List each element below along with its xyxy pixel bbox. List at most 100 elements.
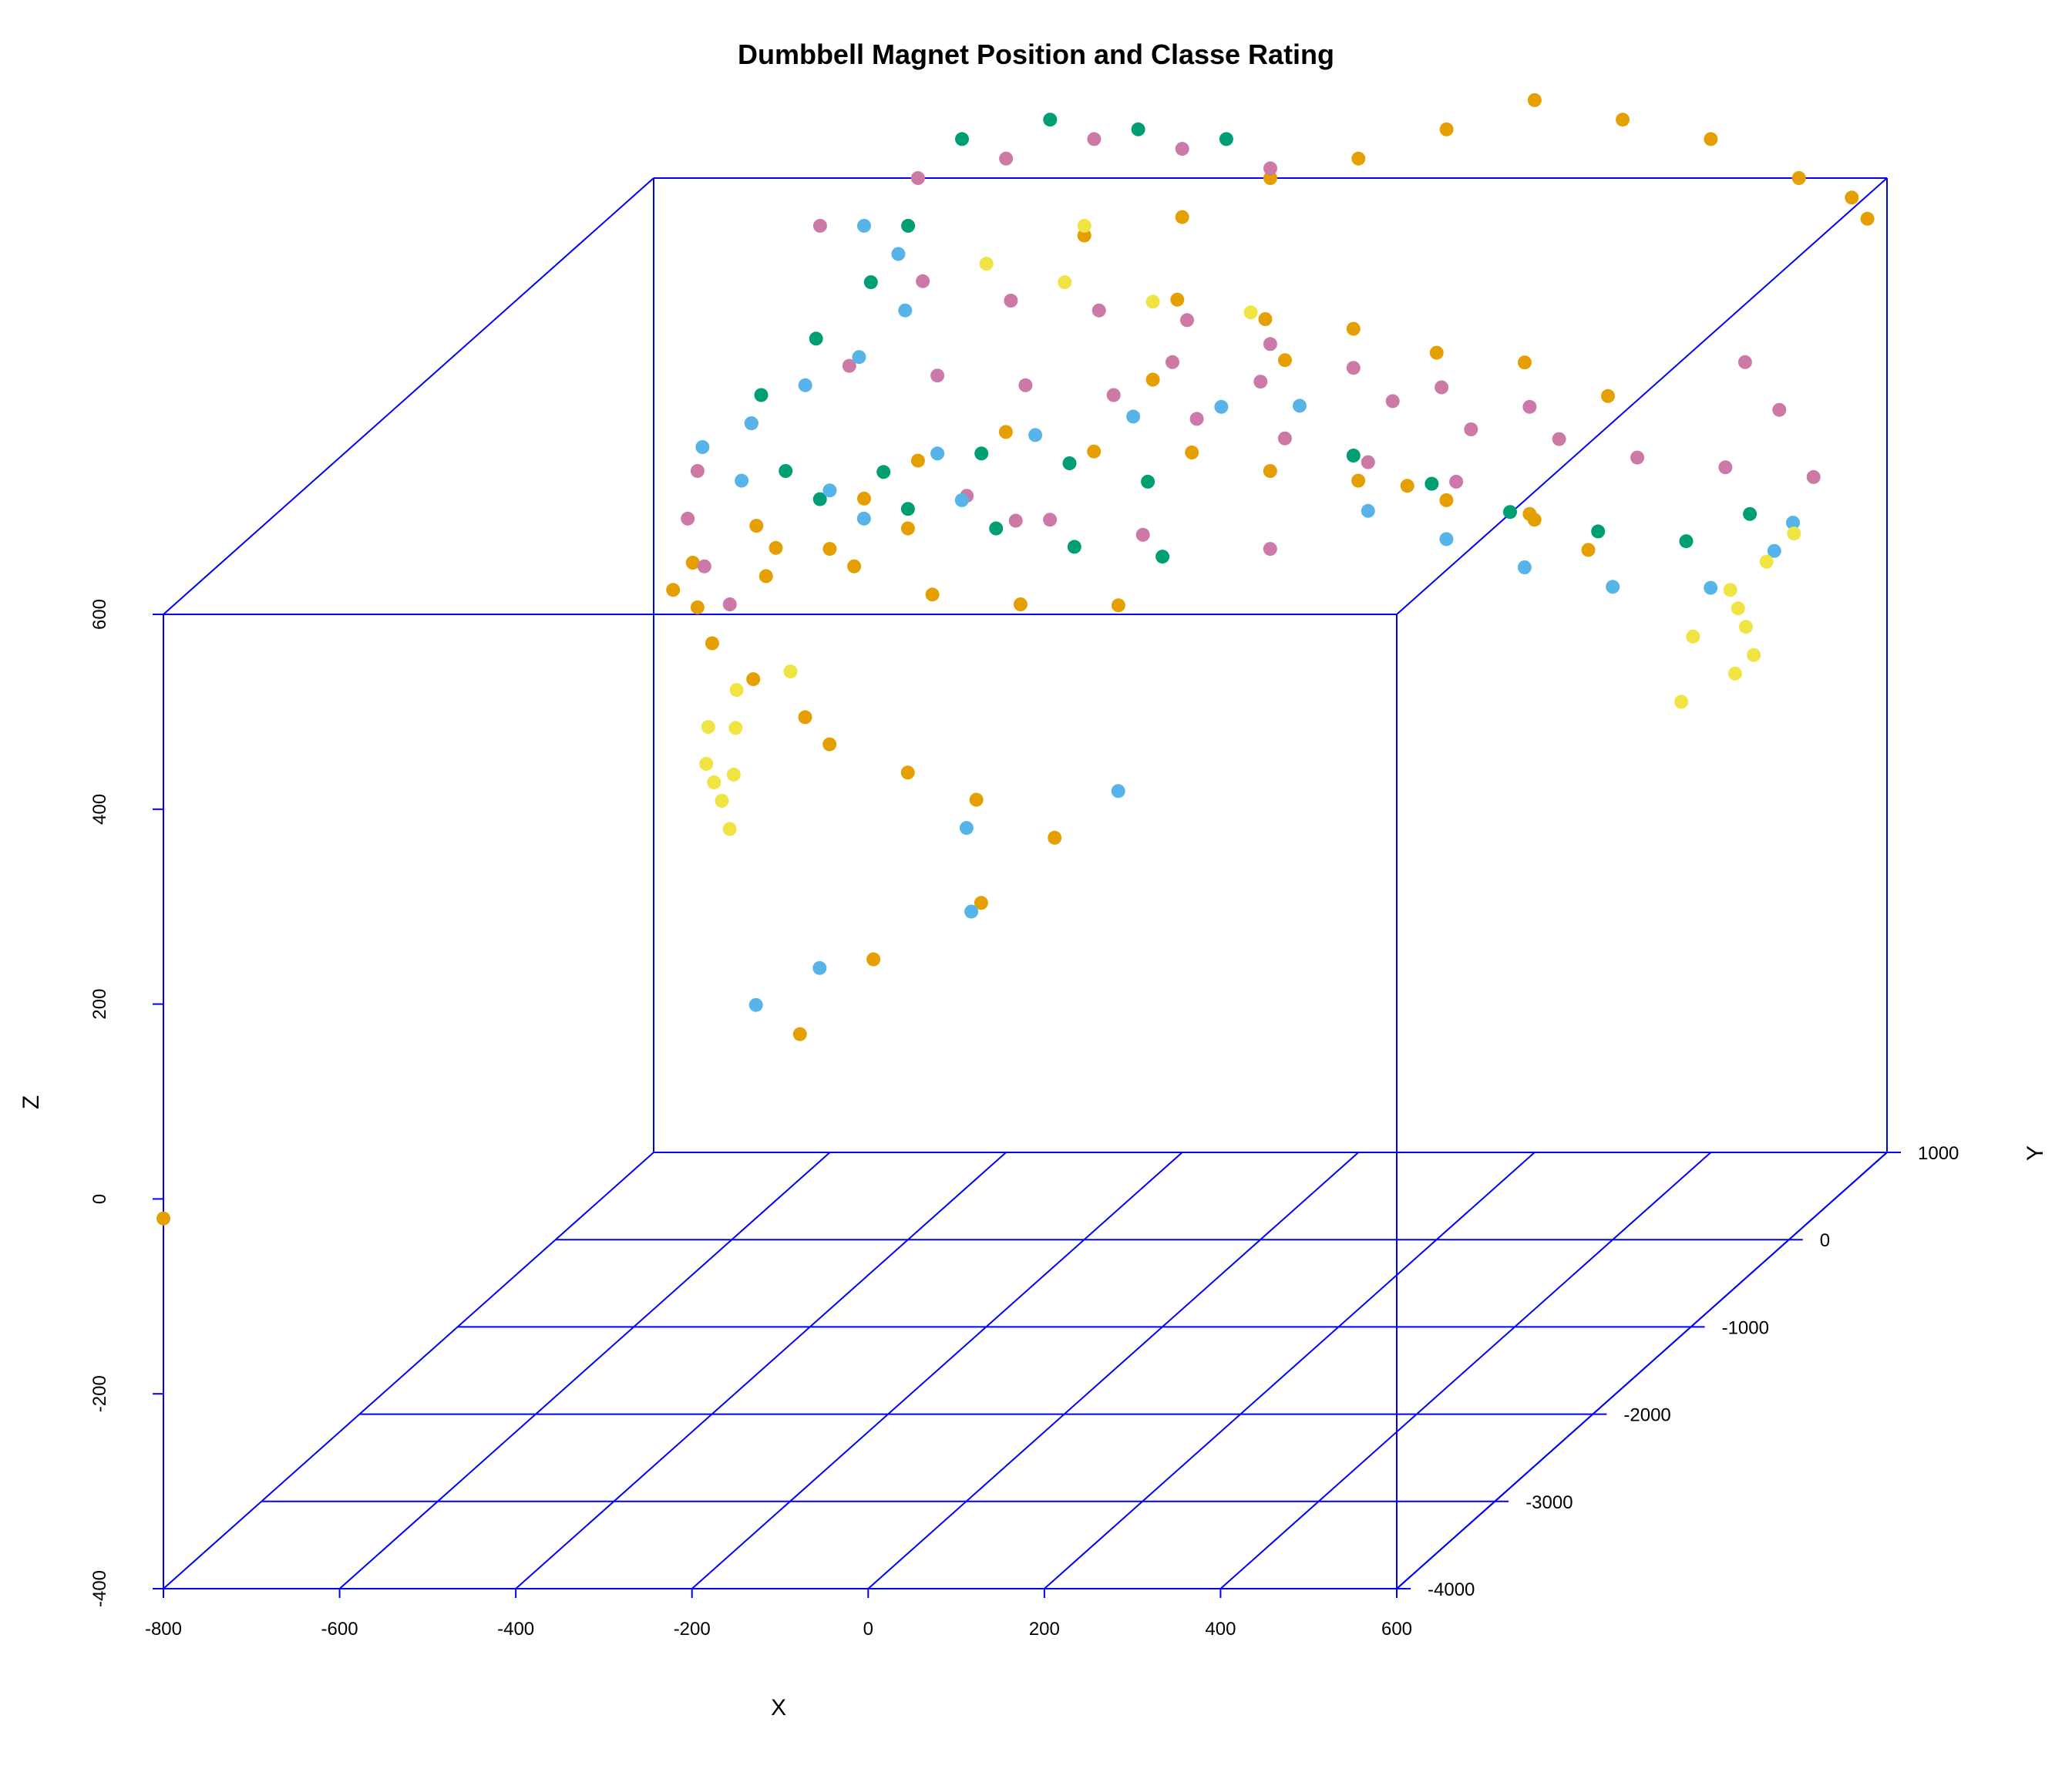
data-point <box>697 559 711 574</box>
data-point <box>1767 543 1781 558</box>
data-point <box>1731 601 1745 616</box>
z-tick-label: 600 <box>89 599 110 630</box>
data-point <box>1346 321 1361 336</box>
data-point <box>1747 648 1761 662</box>
data-point <box>722 597 737 611</box>
data-point <box>1087 444 1102 459</box>
data-point <box>1630 450 1645 465</box>
data-point <box>783 664 798 679</box>
data-point <box>1429 345 1444 360</box>
z-tick-label: 400 <box>89 794 110 825</box>
floor-grid-line <box>1396 1152 1888 1589</box>
y-tick-label: -1000 <box>1722 1317 1769 1338</box>
data-point <box>728 721 743 735</box>
data-point <box>1175 142 1189 156</box>
x-axis-label: X <box>771 1695 786 1720</box>
data-point <box>916 274 930 288</box>
data-point <box>699 756 714 771</box>
data-point <box>1145 372 1160 387</box>
data-point <box>1258 312 1273 326</box>
data-point <box>1293 399 1307 413</box>
data-point <box>930 368 945 383</box>
data-point <box>1067 540 1081 554</box>
z-axis-label: Z <box>18 1095 44 1109</box>
data-point <box>1464 422 1478 436</box>
data-point <box>1704 580 1718 595</box>
z-tick-label: -200 <box>89 1375 110 1412</box>
data-points <box>156 92 1875 1226</box>
data-point <box>1738 620 1753 634</box>
data-point <box>1155 550 1170 564</box>
data-point <box>930 446 945 461</box>
data-point <box>863 275 878 290</box>
y-tick-label: -2000 <box>1623 1405 1670 1426</box>
floor-grid-line <box>163 1152 654 1589</box>
floor-grid-line <box>1044 1152 1536 1589</box>
data-point <box>979 257 994 271</box>
data-point <box>1141 474 1155 489</box>
data-point <box>954 493 969 507</box>
data-point <box>1674 695 1689 709</box>
data-point <box>1058 275 1072 290</box>
floor-grid-line <box>691 1152 1183 1589</box>
data-point <box>1263 337 1277 352</box>
data-point <box>1013 597 1028 611</box>
data-point <box>1601 388 1615 403</box>
data-point <box>891 247 906 261</box>
data-point <box>754 388 769 402</box>
data-point <box>1435 380 1449 395</box>
data-point <box>1062 456 1077 470</box>
data-point <box>822 737 837 752</box>
data-point <box>1145 294 1160 309</box>
data-point <box>758 569 773 584</box>
data-point <box>1385 394 1400 409</box>
x-tick-label: -400 <box>497 1619 534 1640</box>
data-point <box>1361 455 1375 469</box>
data-point <box>1439 532 1454 547</box>
data-point <box>1449 474 1464 489</box>
data-point <box>1718 460 1733 475</box>
data-point <box>1759 554 1774 569</box>
x-tick-label: -200 <box>674 1619 711 1640</box>
data-point <box>1219 132 1233 146</box>
x-tick-label: 200 <box>1029 1619 1060 1640</box>
y-axis-label: Y <box>2023 1145 2048 1161</box>
data-point <box>1135 527 1150 542</box>
z-tick-label: 200 <box>89 989 110 1020</box>
data-point <box>1170 292 1185 307</box>
data-point <box>1439 122 1454 136</box>
data-point <box>898 303 913 318</box>
data-point <box>974 446 989 461</box>
data-point <box>701 720 715 734</box>
y-tick-label: 0 <box>1820 1230 1830 1251</box>
data-point <box>1616 113 1630 127</box>
data-point <box>1737 355 1752 369</box>
data-point <box>779 464 793 478</box>
data-point <box>900 521 915 536</box>
data-point <box>847 559 862 574</box>
data-point <box>690 600 705 614</box>
data-point <box>1048 830 1062 845</box>
data-point <box>681 511 695 526</box>
data-point <box>1185 446 1199 459</box>
data-point <box>722 822 737 836</box>
data-point <box>1522 506 1537 521</box>
data-point <box>989 521 1004 536</box>
data-point <box>748 997 763 1012</box>
data-point <box>1111 598 1125 613</box>
data-point <box>1106 388 1121 402</box>
data-point <box>1189 412 1204 426</box>
z-tick-label: -400 <box>89 1570 110 1607</box>
data-point <box>857 218 871 233</box>
data-point <box>707 775 722 789</box>
data-point <box>695 440 710 454</box>
data-point <box>685 556 700 570</box>
data-point <box>1727 666 1742 681</box>
data-point <box>1845 190 1859 205</box>
data-point <box>1860 211 1875 226</box>
data-point <box>769 540 783 555</box>
x-tick-label: -600 <box>321 1619 358 1640</box>
data-point <box>1008 513 1023 528</box>
floor-grid-line <box>1219 1152 1712 1589</box>
